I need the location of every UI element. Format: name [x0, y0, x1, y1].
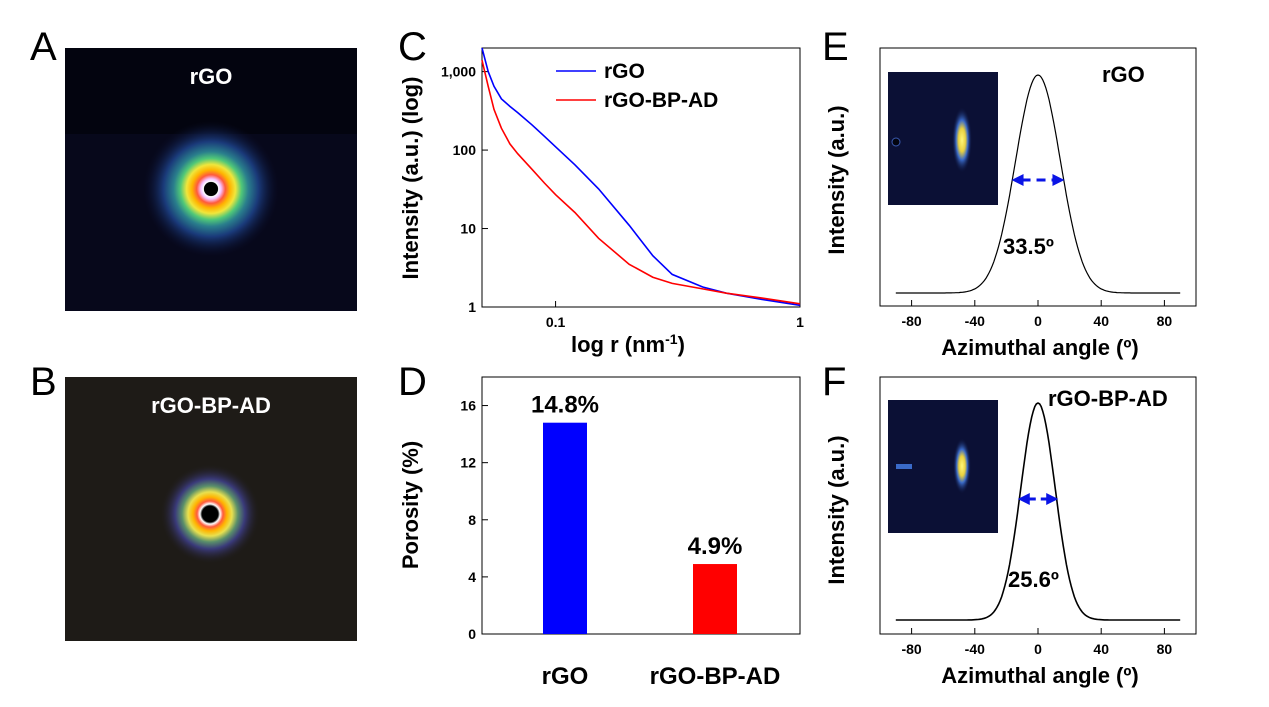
chart-c-series	[481, 47, 801, 307]
chart-f-inset-beamstop	[896, 464, 912, 469]
panel-letter-c: C	[398, 25, 427, 69]
chart-e-xtick-label: 0	[1034, 313, 1042, 329]
chart-c-frame	[481, 47, 801, 308]
panel-c: C 0.1 1 1 10 100 1,000 rGO rGO-BP-AD log r (n…	[398, 25, 804, 357]
panel-letter-e: E	[822, 25, 849, 69]
chart-e-xtick-label: 40	[1093, 313, 1109, 329]
chart-f-curve	[895, 402, 1181, 621]
chart-d-ticks: 0 4 8 12 16	[460, 398, 488, 642]
saxs-image-rgo-top-band	[65, 48, 357, 134]
chart-d-bars: 14.8% rGO 4.9% rGO-BP-AD	[531, 392, 780, 690]
chart-f-xlabel: Azimuthal angle (º)	[941, 663, 1138, 688]
chart-c-ytick-label: 1,000	[441, 64, 476, 80]
panel-letter-d: D	[398, 360, 427, 404]
chart-d-ytick-label: 0	[468, 626, 476, 642]
chart-c-xlabel: log r (nm-1)	[571, 331, 685, 357]
chart-c-ytick-label: 100	[453, 142, 477, 158]
chart-c-ticks: 0.1 1 1 10 100 1,000	[441, 64, 804, 330]
chart-e-title: rGO	[1102, 62, 1145, 87]
chart-e-inset-2d-pattern	[888, 72, 998, 205]
panel-b: B rGO-BP-AD	[30, 360, 357, 641]
saxs-label-rgo: rGO	[190, 64, 233, 89]
chart-f-xtick-label: 80	[1157, 641, 1173, 657]
chart-e-ticks: -80 -40 0 40 80	[901, 300, 1172, 329]
chart-f-xtick-label: -80	[901, 641, 921, 657]
chart-f-ticks: -80 -40 0 40 80	[901, 628, 1172, 657]
chart-e-arrowhead-left	[1011, 174, 1024, 186]
panel-a: A rGO	[30, 25, 357, 311]
bar-value-label-rgo: 14.8%	[531, 392, 599, 419]
saxs-label-rgo-bp-ad: rGO-BP-AD	[151, 393, 271, 418]
chart-e-fwhm-label: 33.5º	[1003, 234, 1054, 259]
chart-f-xtick-label: 0	[1034, 641, 1042, 657]
chart-c-ylabel: Intensity (a.u.) (log)	[398, 77, 423, 280]
chart-f-arrowhead-right	[1046, 493, 1059, 505]
chart-e-inset-beamstop	[891, 137, 901, 147]
chart-e-inset-arc	[952, 107, 972, 173]
panel-letter-b: B	[30, 360, 57, 404]
panel-letter-f: F	[822, 360, 846, 404]
panel-d: D 0 4 8 12 16 14.8% rGO 4.9% rGO-BP-AD Porosity…	[398, 360, 801, 690]
panel-f: F -80 -40 0 40 80 25.6º rGO-BP-AD Azimuthal …	[822, 360, 1197, 688]
chart-e-xlabel: Azimuthal angle (º)	[941, 335, 1138, 360]
category-label-rgo: rGO	[542, 663, 589, 690]
bar-value-label-rgo-bp-ad: 4.9%	[688, 533, 743, 560]
chart-d-ytick-label: 4	[468, 569, 476, 585]
chart-e-xtick-label: 80	[1157, 313, 1173, 329]
chart-f-fwhm-label: 25.6º	[1008, 567, 1059, 592]
series-line-rgo-bp-ad	[481, 60, 801, 305]
chart-f-xtick-label: 40	[1093, 641, 1109, 657]
chart-d-ytick-label: 12	[460, 455, 476, 471]
chart-f-inset-arc	[953, 438, 971, 494]
chart-e-xtick-label: -40	[965, 313, 985, 329]
legend-label-rgo: rGO	[604, 60, 645, 83]
beam-stop-rgo-bp-ad	[203, 507, 217, 521]
chart-f-arrowhead-left	[1017, 493, 1030, 505]
panel-e: E -80 -40 0 40 80 33.5º rGO Azimuthal angle …	[822, 25, 1197, 360]
panel-letter-a: A	[30, 25, 57, 69]
chart-d-ylabel: Porosity (%)	[398, 441, 423, 569]
chart-c-xtick-label: 1	[796, 314, 804, 330]
chart-d-ytick-label: 8	[468, 512, 476, 528]
chart-e-xtick-label: -80	[901, 313, 921, 329]
legend-label-rgo-bp-ad: rGO-BP-AD	[604, 89, 718, 112]
chart-c-ytick-label: 10	[460, 221, 476, 237]
chart-e-ylabel: Intensity (a.u.)	[824, 105, 849, 254]
series-line-rgo	[481, 47, 801, 307]
chart-e-arrowhead-right	[1052, 174, 1065, 186]
bar-rgo	[543, 422, 587, 634]
beam-stop-rgo	[204, 182, 218, 196]
chart-d-ytick-label: 16	[460, 398, 476, 414]
category-label-rgo-bp-ad: rGO-BP-AD	[650, 663, 781, 690]
chart-f-xtick-label: -40	[965, 641, 985, 657]
chart-c-ytick-label: 1	[468, 299, 476, 315]
bar-rgo-bp-ad	[693, 564, 737, 634]
chart-e-curve	[895, 74, 1181, 294]
chart-f-title: rGO-BP-AD	[1048, 386, 1168, 411]
chart-d-frame	[481, 376, 801, 635]
chart-f-ylabel: Intensity (a.u.)	[824, 435, 849, 584]
chart-c-xtick-label: 0.1	[546, 314, 566, 330]
